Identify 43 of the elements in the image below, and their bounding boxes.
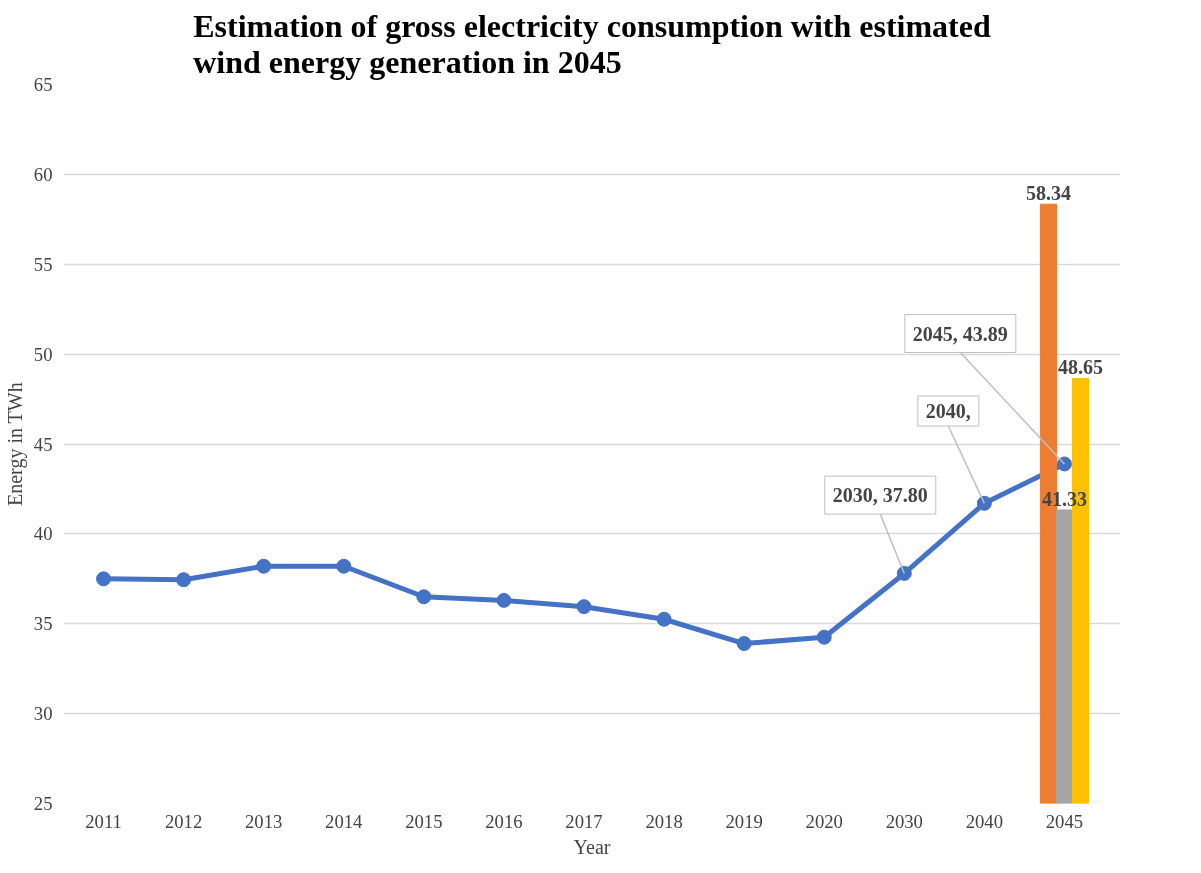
annotation: 2030, 37.80 <box>832 484 928 507</box>
x-tick-label: 2018 <box>645 810 683 832</box>
point <box>816 629 832 645</box>
x-tick-label: 2020 <box>805 810 843 832</box>
y-axis-title: Energy in TWh <box>3 382 27 507</box>
y-tick-label: 55 <box>33 253 53 275</box>
x-tick-label: 2030 <box>885 810 923 832</box>
x-tick-label: 2012 <box>164 810 203 832</box>
point <box>256 558 272 574</box>
x-tick-label: 2040 <box>965 810 1004 832</box>
point <box>736 636 752 652</box>
x-tick-label: 2019 <box>725 810 763 832</box>
x-tick-label: 2013 <box>245 810 283 832</box>
point <box>576 599 592 615</box>
x-axis-title: Year <box>573 835 611 858</box>
y-tick-label: 35 <box>33 613 53 635</box>
chart-title: Estimation of gross electricity consumption with estimated wind energy generation in 2045 <box>193 7 991 80</box>
point <box>976 495 992 511</box>
point <box>496 592 512 608</box>
x-tick-label: 2011 <box>85 810 122 832</box>
point <box>96 571 112 587</box>
x-tick-label: 2016 <box>485 810 523 832</box>
annotation: 2045, 43.89 <box>912 322 1008 345</box>
data-label: 58.34 <box>1025 182 1071 205</box>
point <box>1056 456 1072 472</box>
y-tick-label: 60 <box>33 163 53 185</box>
data-label: 48.65 <box>1057 356 1103 379</box>
y-tick-label: 40 <box>33 523 53 545</box>
point <box>336 558 352 574</box>
x-tick-label: 2015 <box>405 810 443 832</box>
point <box>656 611 672 627</box>
annotation: 2040, <box>925 400 971 423</box>
point <box>176 572 192 588</box>
y-tick-label: 45 <box>33 433 53 455</box>
point <box>416 589 432 605</box>
x-tick-label: 2045 <box>1045 810 1084 832</box>
y-tick-label: 25 <box>33 793 53 814</box>
x-tick-label: 2017 <box>565 810 603 832</box>
y-tick-label: 50 <box>33 343 53 365</box>
point <box>896 565 912 581</box>
y-tick-label: 65 <box>33 74 53 95</box>
y-tick-label: 30 <box>33 703 53 725</box>
x-tick-label: 2014 <box>325 810 364 832</box>
